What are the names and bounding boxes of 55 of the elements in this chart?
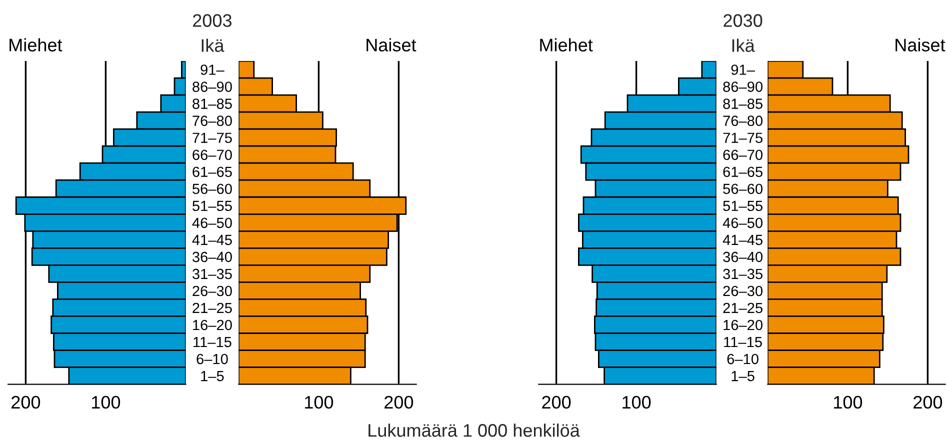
x-tick-label: 100: [305, 396, 334, 409]
y-tick-label: 81–85: [723, 98, 762, 109]
x-tick-label: 200: [12, 396, 40, 409]
y-tick-label: 26–30: [723, 286, 763, 296]
x-tick-label: 200: [384, 396, 414, 409]
chart-title: Miehet: [540, 38, 593, 52]
text: 2030: [724, 14, 762, 27]
y-tick-label: 91–: [200, 64, 224, 75]
y-tick-label: 1–5: [732, 371, 754, 382]
y-tick-label: 66–70: [723, 150, 763, 160]
text: Ikä: [202, 38, 224, 52]
y-tick-label: 31–35: [192, 268, 232, 280]
y-tick-label: 36–40: [192, 252, 232, 262]
y-tick-label: 61–65: [192, 166, 232, 178]
text: Ikä: [732, 38, 755, 52]
chart-title: Naiset: [896, 38, 946, 52]
y-tick-label: 11–15: [724, 337, 762, 348]
y-tick-label: 56–60: [723, 184, 763, 194]
y-tick-label: 81–85: [192, 98, 232, 109]
y-tick-label: 51–55: [723, 200, 762, 212]
y-tick-label: 11–15: [194, 337, 232, 348]
y-tick-label: 31–35: [723, 268, 762, 280]
y-tick-label: 66–70: [192, 150, 232, 160]
x-tick-label: 200: [542, 396, 571, 409]
text: Lukumäärä 1 000 henkilöä: [368, 424, 580, 437]
y-tick-label: 51–55: [192, 200, 232, 212]
y-tick-label: 46–50: [722, 218, 763, 228]
y-tick-label: 1–5: [201, 371, 224, 382]
x-tick-label: 100: [92, 396, 120, 409]
y-tick-label: 21–25: [192, 302, 232, 314]
chart-title: Miehet: [10, 38, 62, 52]
y-tick-label: 71–75: [723, 132, 762, 143]
x-tick-label: 200: [914, 396, 942, 409]
y-tick-label: 46–50: [192, 218, 232, 228]
y-tick-label: 6–10: [196, 354, 228, 364]
y-tick-label: 71–75: [192, 132, 232, 143]
text: 2003: [193, 14, 232, 27]
x-tick-label: 100: [622, 396, 651, 409]
y-tick-label: 6–10: [727, 354, 758, 364]
y-tick-label: 16–20: [193, 320, 232, 330]
y-tick-label: 26–30: [192, 286, 232, 296]
y-tick-label: 21–25: [723, 302, 762, 314]
y-tick-label: 61–65: [723, 166, 762, 178]
y-tick-label: 91–: [731, 64, 755, 75]
chart-title: Naiset: [366, 38, 416, 52]
y-tick-label: 76–80: [192, 116, 232, 126]
y-tick-label: 41–45: [722, 234, 762, 246]
y-tick-label: 36–40: [723, 252, 763, 262]
y-tick-label: 76–80: [723, 116, 763, 126]
y-tick-label: 86–90: [723, 82, 763, 92]
y-tick-label: 56–60: [192, 184, 232, 194]
y-tick-label: 86–90: [192, 82, 232, 92]
y-tick-label: 16–20: [724, 320, 763, 330]
x-tick-label: 100: [834, 396, 862, 409]
y-tick-label: 41–45: [192, 234, 232, 246]
